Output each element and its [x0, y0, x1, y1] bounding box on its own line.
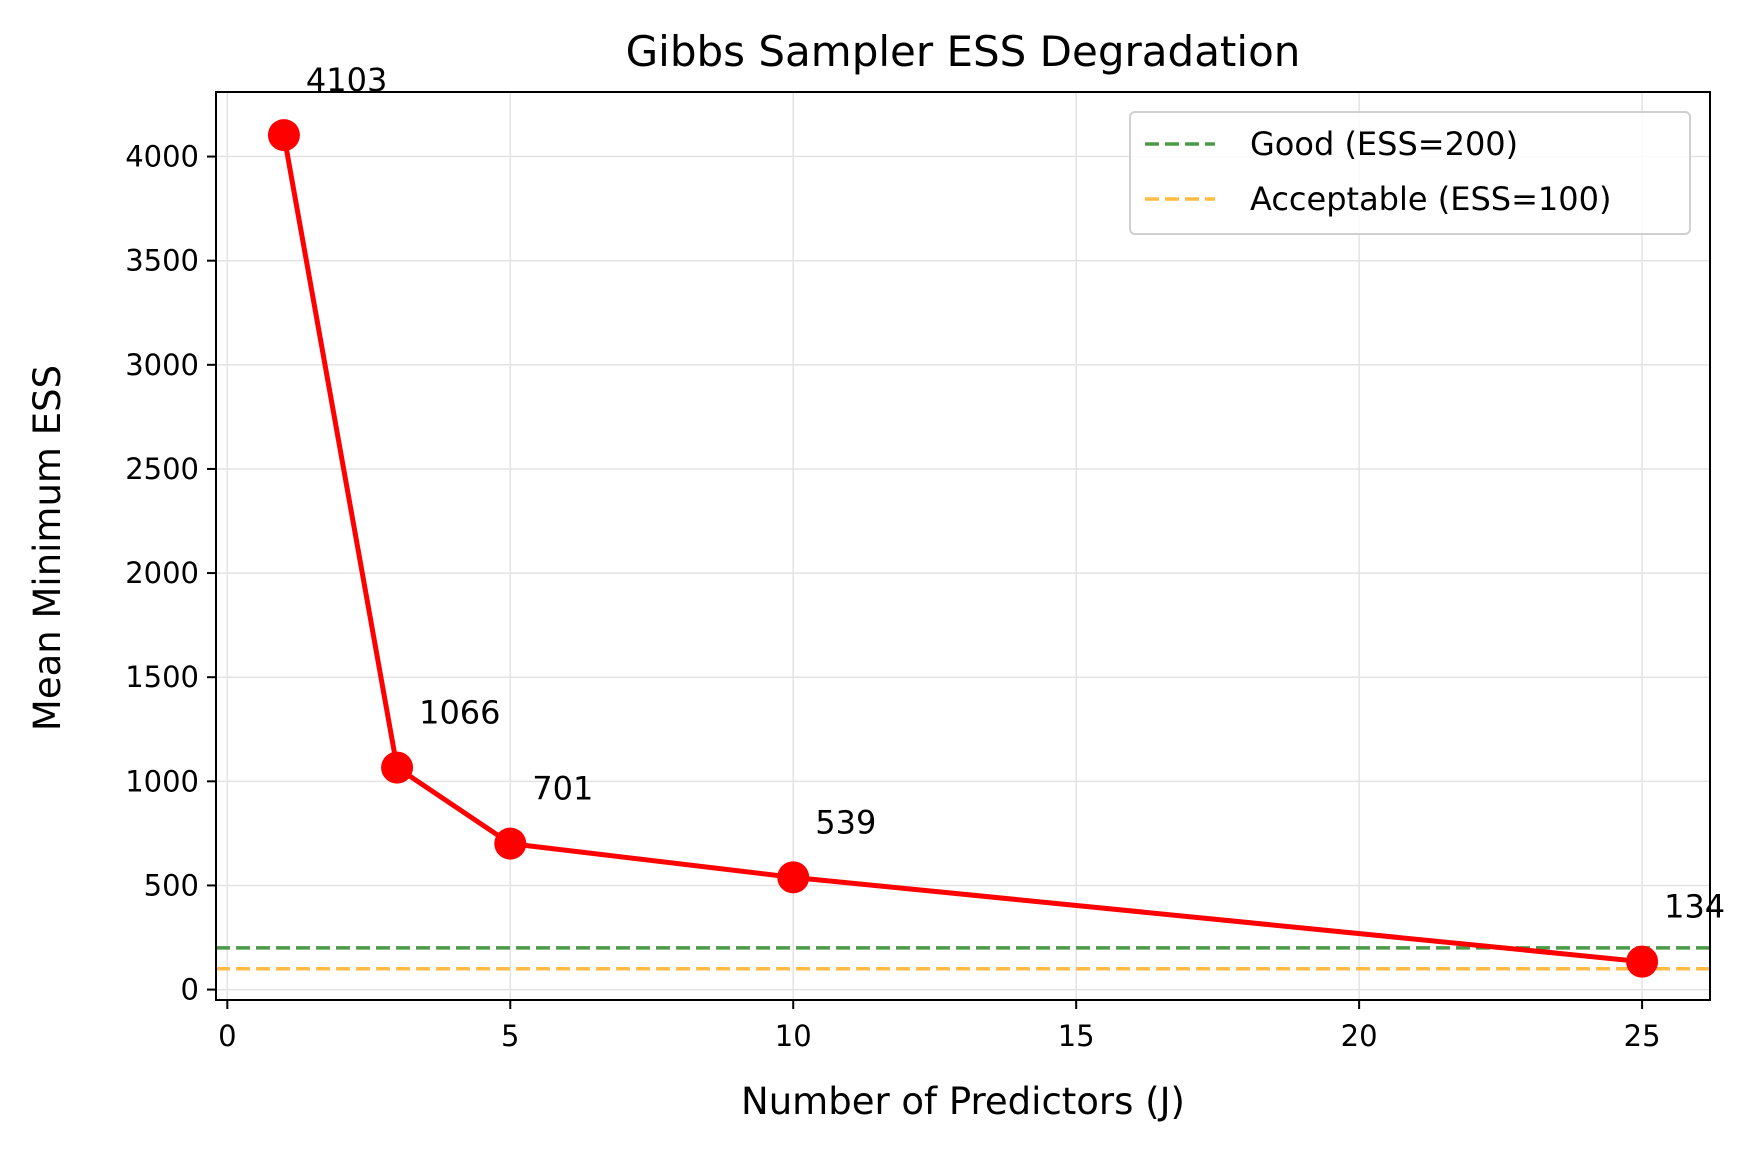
data-point	[267, 119, 300, 152]
data-label: 134	[1664, 888, 1725, 926]
axes: 0 5 10 15 20 25 0 500 1000 1500 2000 2500 3000 3500 40…	[125, 140, 1660, 1053]
data-label: 701	[532, 770, 593, 808]
y-tick-label: 500	[144, 868, 199, 902]
plot-frame	[215, 91, 1711, 1001]
data-label: 539	[815, 803, 876, 841]
x-tick-label: 15	[1058, 1019, 1095, 1053]
data-point	[777, 861, 810, 894]
data-point	[381, 751, 414, 784]
data-label: 4103	[306, 61, 387, 99]
grid	[216, 92, 1710, 1000]
y-tick-label: 1000	[125, 764, 199, 798]
legend-box	[1129, 111, 1691, 235]
x-tick-label: 10	[775, 1019, 812, 1053]
chart-title: Gibbs Sampler ESS Degradation	[626, 27, 1301, 76]
x-tick-label: 20	[1341, 1019, 1378, 1053]
x-tick-label: 0	[218, 1019, 236, 1053]
legend: Good (ESS=200) Acceptable (ESS=100)	[1129, 111, 1691, 235]
y-tick-label: 3000	[125, 348, 199, 382]
y-tick-label: 2500	[125, 452, 199, 486]
x-axis-title: Number of Predictors (J)	[741, 1080, 1185, 1123]
y-tick-label: 4000	[125, 140, 199, 174]
legend-label: Acceptable (ESS=100)	[1250, 180, 1611, 218]
x-tick-label: 25	[1624, 1019, 1661, 1053]
data-label: 1066	[419, 694, 500, 732]
y-axis-title: Mean Minimum ESS	[26, 365, 69, 731]
data-point	[1626, 945, 1659, 978]
y-tick-label: 0	[181, 973, 199, 1007]
legend-label: Good (ESS=200)	[1250, 125, 1518, 163]
y-tick-label: 2000	[125, 556, 199, 590]
reference-lines	[216, 946, 1710, 971]
y-tick-label: 3500	[125, 244, 199, 278]
y-tick-label: 1500	[125, 660, 199, 694]
data-point	[494, 827, 527, 860]
x-tick-label: 5	[501, 1019, 519, 1053]
